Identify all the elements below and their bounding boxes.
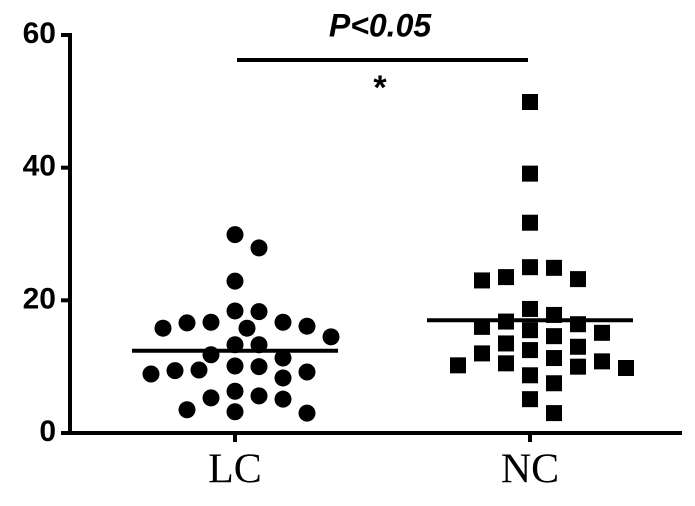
point bbox=[522, 342, 538, 358]
point bbox=[299, 318, 316, 335]
y-tick-label: 60 bbox=[23, 17, 56, 50]
point bbox=[275, 314, 292, 331]
chart: P<0.05 * 0 20 40 60 LC NC bbox=[0, 0, 695, 506]
y-tick-label: 20 bbox=[23, 282, 56, 315]
y-tick-label: 40 bbox=[23, 150, 56, 183]
point bbox=[227, 273, 244, 290]
point bbox=[594, 353, 610, 369]
point bbox=[227, 403, 244, 420]
point bbox=[275, 391, 292, 408]
point bbox=[167, 362, 184, 379]
point bbox=[143, 365, 160, 382]
point bbox=[227, 226, 244, 243]
point bbox=[251, 303, 268, 320]
x-tick-label: NC bbox=[501, 447, 559, 493]
point bbox=[522, 391, 538, 407]
point bbox=[522, 367, 538, 383]
point bbox=[203, 389, 220, 406]
x-tick-label: LC bbox=[208, 447, 262, 493]
point bbox=[594, 325, 610, 341]
point bbox=[155, 320, 172, 337]
significance: * bbox=[373, 69, 387, 107]
point bbox=[522, 166, 538, 182]
point bbox=[191, 361, 208, 378]
point bbox=[522, 94, 538, 110]
point bbox=[239, 320, 256, 337]
point bbox=[618, 360, 634, 376]
point bbox=[179, 401, 196, 418]
point bbox=[251, 358, 268, 375]
point bbox=[179, 314, 196, 331]
point bbox=[474, 272, 490, 288]
point bbox=[546, 350, 562, 366]
point bbox=[203, 314, 220, 331]
point bbox=[570, 339, 586, 355]
point bbox=[323, 328, 340, 345]
point bbox=[546, 328, 562, 344]
point bbox=[498, 335, 514, 351]
point bbox=[522, 259, 538, 275]
point bbox=[498, 269, 514, 285]
y-tick-label: 0 bbox=[39, 415, 56, 448]
point bbox=[251, 239, 268, 256]
annotation: P<0.05 bbox=[329, 7, 433, 43]
point bbox=[498, 355, 514, 371]
point bbox=[570, 359, 586, 375]
point bbox=[251, 387, 268, 404]
point bbox=[227, 383, 244, 400]
point bbox=[227, 302, 244, 319]
point bbox=[275, 369, 292, 386]
point bbox=[522, 322, 538, 338]
point bbox=[522, 215, 538, 231]
point bbox=[546, 375, 562, 391]
point bbox=[474, 345, 490, 361]
point bbox=[299, 363, 316, 380]
point bbox=[227, 358, 244, 375]
point bbox=[299, 405, 316, 422]
point bbox=[450, 357, 466, 373]
point bbox=[522, 301, 538, 317]
point bbox=[546, 405, 562, 421]
point bbox=[546, 260, 562, 276]
point bbox=[570, 271, 586, 287]
